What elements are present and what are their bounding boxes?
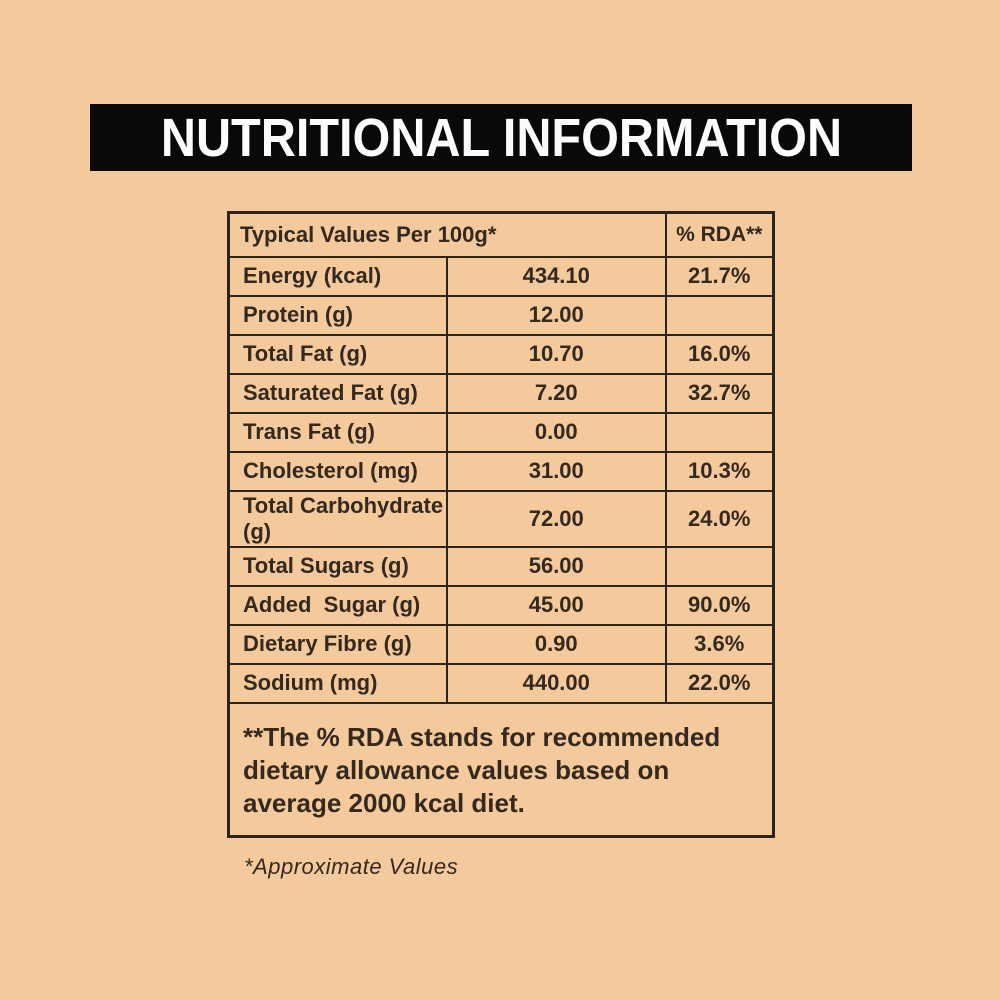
rda-note: **The % RDA stands for recommended dieta… xyxy=(227,701,775,837)
row-rda: 22.0% xyxy=(664,662,775,704)
row-rda xyxy=(664,411,775,453)
title-bar: NUTRITIONAL INFORMATION xyxy=(90,104,912,171)
table-row-sodium: Sodium (mg) 440.00 22.0% xyxy=(227,662,775,704)
row-rda: 90.0% xyxy=(664,584,775,626)
table-note-row: **The % RDA stands for recommended dieta… xyxy=(227,701,775,837)
row-label: Cholesterol (mg) xyxy=(227,450,448,492)
page-title: NUTRITIONAL INFORMATION xyxy=(160,107,842,168)
table-row-total-fat: Total Fat (g) 10.70 16.0% xyxy=(227,333,775,375)
row-rda: 10.3% xyxy=(664,450,775,492)
table-row-dietary-fibre: Dietary Fibre (g) 0.90 3.6% xyxy=(227,623,775,665)
row-value: 7.20 xyxy=(446,372,667,414)
row-value: 56.00 xyxy=(446,545,667,587)
row-value: 72.00 xyxy=(446,489,667,548)
row-label: Trans Fat (g) xyxy=(227,411,448,453)
table-row-protein: Protein (g) 12.00 xyxy=(227,294,775,336)
row-rda xyxy=(664,545,775,587)
table-row-cholesterol: Cholesterol (mg) 31.00 10.3% xyxy=(227,450,775,492)
table-row-total-sugars: Total Sugars (g) 56.00 xyxy=(227,545,775,587)
row-value: 10.70 xyxy=(446,333,667,375)
row-label: Total Carbohydrate (g) xyxy=(227,489,448,548)
row-value: 0.00 xyxy=(446,411,667,453)
nutrition-table: Typical Values Per 100g* % RDA** Energy … xyxy=(227,211,775,838)
row-value: 45.00 xyxy=(446,584,667,626)
row-rda: 21.7% xyxy=(664,255,775,297)
table-header-row: Typical Values Per 100g* % RDA** xyxy=(227,211,775,258)
row-label: Dietary Fibre (g) xyxy=(227,623,448,665)
row-value: 12.00 xyxy=(446,294,667,336)
row-rda: 32.7% xyxy=(664,372,775,414)
column-header-rda: % RDA** xyxy=(664,211,775,258)
row-value: 440.00 xyxy=(446,662,667,704)
column-header-typical-values: Typical Values Per 100g* xyxy=(227,211,667,258)
row-rda xyxy=(664,294,775,336)
row-label: Energy (kcal) xyxy=(227,255,448,297)
row-label: Added Sugar (g) xyxy=(227,584,448,626)
approximate-values-footnote: *Approximate Values xyxy=(244,854,459,879)
table-row-added-sugar: Added Sugar (g) 45.00 90.0% xyxy=(227,584,775,626)
row-value: 0.90 xyxy=(446,623,667,665)
table-row-total-carbohydrate: Total Carbohydrate (g) 72.00 24.0% xyxy=(227,489,775,548)
row-label: Saturated Fat (g) xyxy=(227,372,448,414)
row-value: 434.10 xyxy=(446,255,667,297)
row-rda: 16.0% xyxy=(664,333,775,375)
table-row-trans-fat: Trans Fat (g) 0.00 xyxy=(227,411,775,453)
row-value: 31.00 xyxy=(446,450,667,492)
table-row-saturated-fat: Saturated Fat (g) 7.20 32.7% xyxy=(227,372,775,414)
row-label: Total Fat (g) xyxy=(227,333,448,375)
table-row-energy: Energy (kcal) 434.10 21.7% xyxy=(227,255,775,297)
row-rda: 3.6% xyxy=(664,623,775,665)
row-rda: 24.0% xyxy=(664,489,775,548)
row-label: Protein (g) xyxy=(227,294,448,336)
row-label: Total Sugars (g) xyxy=(227,545,448,587)
row-label: Sodium (mg) xyxy=(227,662,448,704)
